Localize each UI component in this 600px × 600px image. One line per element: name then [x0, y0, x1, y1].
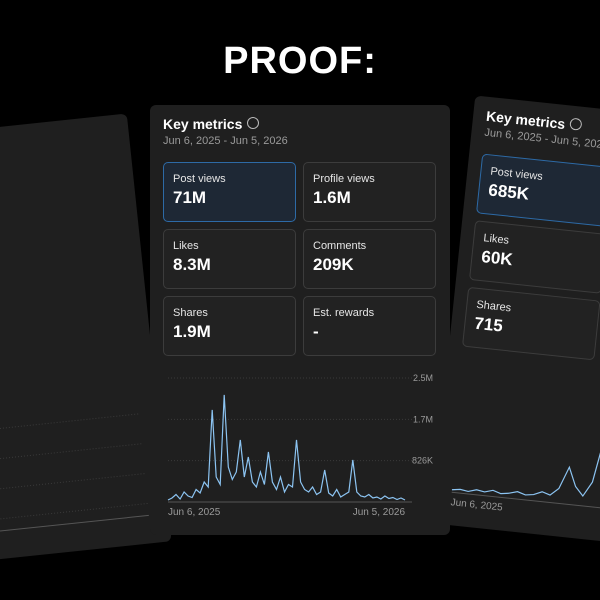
- baseline: [0, 514, 149, 544]
- info-icon: [247, 117, 259, 129]
- card-title: Key metrics: [163, 116, 243, 132]
- metric-value: 715: [473, 313, 504, 336]
- metric-label: Shares: [475, 298, 512, 315]
- chart: Jun 6, 2025: [0, 413, 149, 544]
- metric-box: Shares 1.9M: [163, 296, 296, 356]
- metric-value: 8.3M: [173, 255, 211, 274]
- metric-value: 1.9M: [173, 322, 211, 341]
- x-tick-label: Jun 5, 2026: [353, 507, 406, 518]
- metric-label: Likes: [173, 240, 199, 252]
- headline: PROOF:: [223, 40, 377, 82]
- metric-value: 71M: [173, 188, 207, 207]
- date-range: Jun 6, 2025 - Jun 5, 2026: [163, 135, 288, 147]
- metric-box: Comments 209K: [303, 229, 436, 289]
- metric-label: Comments: [313, 240, 367, 252]
- grid-line: [0, 413, 139, 442]
- metric-box: Post views 685K: [475, 153, 600, 228]
- grid-line: [0, 473, 145, 502]
- info-icon: [569, 117, 583, 131]
- y-tick-label: 2.5M: [413, 373, 433, 383]
- y-tick-label: 826K: [412, 456, 433, 466]
- metric-value: 1.6M: [313, 188, 351, 207]
- grid-line: [0, 502, 148, 532]
- metric-label: Likes: [482, 232, 510, 247]
- line-series: [451, 409, 600, 499]
- metric-box: Shares 715: [461, 286, 600, 361]
- metric-box: Est. rewards -: [303, 296, 436, 356]
- metric-label: Shares: [173, 307, 208, 319]
- metric-label: Post views: [173, 173, 226, 185]
- metric-box: Profile views 1.6M: [303, 162, 436, 222]
- y-tick-label: 1.7M: [413, 414, 433, 424]
- chart: Jun 6, 2025: [450, 409, 600, 519]
- metric-value: -: [313, 322, 319, 341]
- metric-value: 209K: [313, 255, 354, 274]
- baseline: [451, 491, 600, 519]
- metric-box: Likes 8.3M: [163, 229, 296, 289]
- metric-box: Likes 60K: [468, 220, 600, 294]
- metric-value: 60K: [480, 247, 514, 270]
- x-tick-label: Jun 6, 2025: [168, 507, 221, 518]
- metric-box: Post views 71M: [163, 162, 296, 222]
- date-range: Jun 6, 2025 - Jun 5, 2026: [483, 126, 600, 152]
- chart: 826K 1.7M 2.5M Jun 6, 2025 Jun 5, 2026: [167, 373, 433, 518]
- grid-line: [0, 443, 142, 472]
- metric-label: Profile views: [313, 173, 375, 185]
- metrics-card: Key metrics Jun 6, 2025 - Jun 5, 2026 Post…: [150, 105, 450, 535]
- line-series: [167, 394, 406, 501]
- metric-label: Est. rewards: [313, 307, 375, 319]
- x-tick-label: Jun 6, 2025: [450, 497, 504, 513]
- metric-value: 685K: [487, 180, 530, 204]
